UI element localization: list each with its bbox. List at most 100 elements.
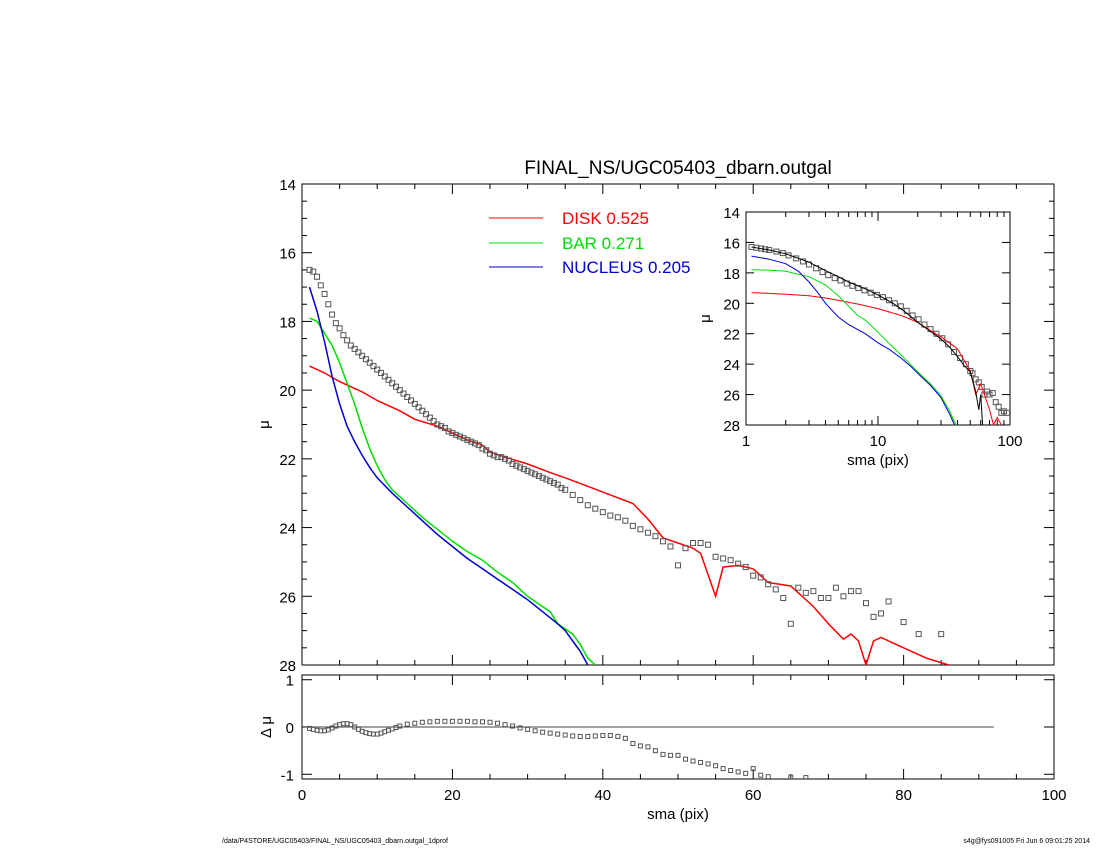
- residual-data-point: [517, 725, 523, 731]
- main-data-point: [408, 397, 415, 404]
- residual-data-point: [502, 722, 508, 728]
- main-data-point: [675, 562, 681, 569]
- main-data-point: [840, 593, 847, 600]
- residual-data-point: [592, 733, 598, 739]
- residual-y-tick-label: -1: [281, 767, 294, 784]
- main-data-point: [832, 584, 839, 591]
- main-y-tick-label: 28: [279, 658, 296, 675]
- inset-data-point: [825, 272, 832, 279]
- inset-x-tick-label: 10: [870, 433, 887, 450]
- main-data-point: [359, 352, 366, 359]
- main-data-point: [547, 478, 554, 485]
- residual-data-point: [743, 770, 749, 776]
- main-data-point: [355, 349, 362, 356]
- residual-data-point: [690, 758, 696, 764]
- inset-y-tick-label: 14: [723, 205, 740, 222]
- chart-title: FINAL_NS/UGC05403_dbarn.outgal: [524, 158, 831, 179]
- main-data-point: [419, 407, 426, 414]
- main-data-point: [396, 387, 403, 394]
- main-data-point: [750, 572, 757, 579]
- main-data-point: [502, 455, 509, 462]
- main-data-point: [520, 466, 527, 473]
- inset-y-tick-label: 16: [723, 235, 740, 252]
- main-data-point: [423, 411, 430, 418]
- residual-data-point: [419, 719, 425, 725]
- main-data-point: [878, 610, 885, 617]
- main-data-point: [513, 462, 520, 469]
- main-y-tick-label: 20: [279, 383, 296, 400]
- main-data-point: [340, 332, 347, 339]
- residual-data-point: [404, 721, 410, 727]
- residual-x-tick-label: 60: [745, 787, 762, 804]
- main-data-point: [487, 450, 493, 457]
- residual-data-point: [479, 719, 485, 725]
- main-data-point: [535, 473, 542, 480]
- inset-data-point: [989, 390, 996, 397]
- residual-data-point: [464, 718, 470, 724]
- residual-data-point: [713, 763, 719, 769]
- main-y-tick-label: 14: [279, 177, 296, 194]
- main-data-point: [915, 631, 922, 638]
- residual-data-point: [547, 730, 553, 736]
- x-axis-label: sma (pix): [647, 806, 709, 823]
- main-data-point: [336, 325, 343, 332]
- main-data-point: [453, 431, 460, 438]
- main-data-point: [644, 529, 651, 536]
- residual-data-point: [442, 718, 448, 724]
- inset-series-line-3: [751, 246, 984, 425]
- inset-data-point: [861, 287, 868, 294]
- inset-data-point: [986, 391, 993, 398]
- main-y-axis-label: μ: [256, 420, 273, 429]
- legend-label: BAR 0.271: [562, 234, 644, 253]
- inset-x-tick-label: 100: [997, 433, 1022, 450]
- residual-data-point: [705, 761, 711, 767]
- residual-data-point: [540, 729, 546, 735]
- residual-x-tick-label: 20: [444, 787, 461, 804]
- residual-data-point: [607, 733, 613, 739]
- footer-path-text: /data/P4STORE/UGC05403/FINAL_NS/UGC05403…: [222, 838, 448, 845]
- residual-data-point: [532, 728, 538, 734]
- inset-series-line-2: [751, 255, 955, 425]
- main-data-point: [468, 438, 475, 445]
- inset-data-point: [779, 250, 786, 257]
- main-data-point: [490, 452, 497, 459]
- main-data-point: [765, 581, 772, 588]
- residual-data-point: [570, 733, 576, 739]
- main-data-point: [577, 497, 584, 504]
- main-data-point: [426, 414, 433, 421]
- residual-data-point: [495, 720, 501, 726]
- main-data-point: [445, 428, 452, 435]
- inset-data-point: [951, 348, 958, 355]
- residual-data-point: [735, 769, 741, 775]
- main-data-point: [430, 418, 437, 425]
- residual-data-point: [585, 733, 591, 739]
- main-data-point: [366, 359, 373, 366]
- main-data-point: [449, 430, 456, 437]
- inset-series-line-1: [751, 269, 957, 425]
- main-data-point: [400, 390, 407, 397]
- main-data-point: [415, 404, 422, 411]
- main-data-point: [385, 376, 392, 383]
- main-data-point: [374, 366, 381, 373]
- main-data-point: [321, 290, 328, 297]
- residual-x-tick-label: 40: [594, 787, 611, 804]
- main-data-point: [347, 342, 354, 349]
- main-data-point: [351, 345, 358, 352]
- inset-data-point: [879, 294, 886, 301]
- main-data-point: [434, 421, 441, 428]
- residual-data-point: [615, 733, 621, 739]
- main-data-point: [787, 620, 794, 627]
- main-data-point: [810, 588, 817, 595]
- inset-y-tick-label: 18: [723, 266, 740, 283]
- inset-plot-area: [748, 243, 1010, 425]
- main-data-point: [720, 555, 727, 562]
- main-data-point: [306, 266, 313, 273]
- residual-data-point: [788, 774, 794, 779]
- main-data-point: [460, 435, 467, 442]
- residual-data-point: [397, 723, 403, 729]
- main-y-tick-label: 26: [279, 589, 296, 606]
- main-data-point: [735, 560, 742, 567]
- legend-label: NUCLEUS 0.205: [562, 258, 691, 277]
- inset-data-point: [915, 316, 922, 323]
